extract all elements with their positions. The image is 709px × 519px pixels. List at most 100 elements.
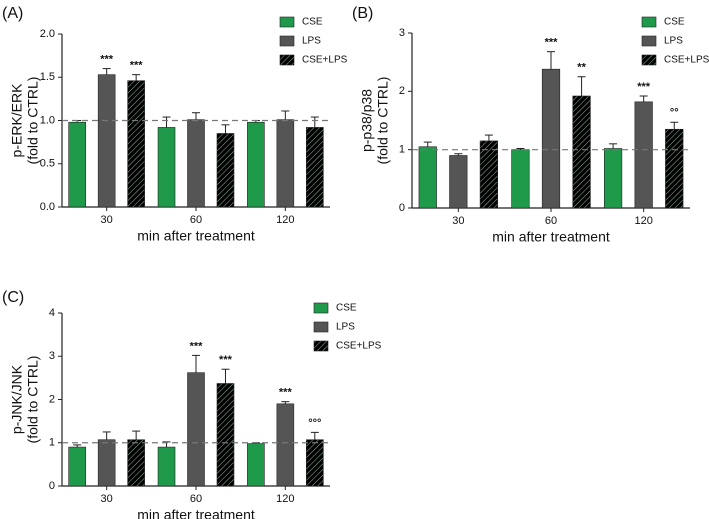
legend-swatch — [313, 302, 329, 314]
legend-swatch — [279, 35, 295, 47]
significance-label: *** — [100, 54, 114, 66]
legend-swatch — [641, 35, 657, 47]
bar — [665, 128, 684, 209]
legend-swatch — [313, 340, 329, 352]
panel-label: (C) — [2, 289, 24, 306]
error-bar — [162, 116, 171, 128]
bar — [247, 443, 265, 487]
x-tick-label: 30 — [452, 215, 464, 227]
error-bar — [310, 116, 319, 128]
legend-swatch — [279, 54, 295, 66]
y-axis-label: (fold to CTRL) — [25, 77, 41, 165]
bar — [276, 119, 295, 208]
x-tick-label: 120 — [276, 214, 294, 226]
legend-label: CSE+LPS — [664, 55, 709, 66]
error-bar — [221, 368, 230, 384]
error-bar — [670, 121, 679, 130]
bar — [306, 439, 324, 487]
legend-label: CSE — [302, 17, 323, 28]
x-axis-label: min after treatment — [137, 507, 255, 519]
x-tick-label: 30 — [101, 493, 113, 505]
error-bar — [454, 153, 463, 156]
legend-label: LPS — [664, 36, 683, 47]
bar — [187, 119, 205, 208]
significance-label: °° — [670, 107, 679, 119]
y-tick-label: 1.5 — [40, 71, 55, 83]
panel-label: (A) — [2, 5, 23, 22]
legend-label: CSE — [664, 17, 685, 28]
y-tick-label: 1 — [399, 144, 405, 156]
legend-label: CSE — [336, 303, 357, 314]
bar — [157, 446, 176, 487]
y-tick-label: 4 — [49, 307, 55, 319]
x-axis-label: min after treatment — [137, 228, 255, 244]
x-tick-label: 60 — [190, 214, 202, 226]
y-axis-label: p-p38/p38 — [359, 89, 375, 152]
error-bar — [192, 112, 200, 120]
y-tick-label: 1 — [49, 437, 55, 449]
error-bar — [423, 141, 432, 147]
error-bar — [281, 401, 290, 404]
error-bar — [281, 110, 290, 120]
error-bar — [132, 430, 141, 440]
error-bar — [73, 444, 82, 448]
bar — [511, 149, 530, 209]
bar — [572, 95, 591, 209]
legend-swatch — [313, 321, 329, 333]
error-bar — [310, 431, 319, 440]
legend-label: LPS — [302, 36, 321, 47]
legend-label: CSE+LPS — [336, 341, 382, 352]
bar — [97, 439, 116, 487]
significance-label: *** — [637, 81, 651, 93]
significance-label: *** — [279, 387, 293, 399]
error-bar — [102, 68, 111, 75]
panel-label: (B) — [352, 5, 373, 22]
legend-swatch — [641, 54, 657, 66]
x-tick-label: 60 — [190, 493, 202, 505]
error-bar — [102, 431, 111, 440]
error-bar — [516, 148, 525, 150]
error-bar — [132, 74, 141, 81]
x-tick-label: 120 — [276, 493, 294, 505]
y-tick-label: 2.0 — [40, 28, 55, 40]
y-tick-label: 2 — [399, 85, 405, 97]
y-tick-label: 0 — [49, 480, 55, 492]
y-tick-label: 3 — [399, 27, 405, 39]
bar — [418, 146, 437, 209]
bar — [68, 121, 86, 208]
bar — [68, 446, 86, 487]
significance-label: °°° — [308, 417, 321, 429]
bar — [247, 121, 265, 208]
y-axis-label: (fold to CTRL) — [375, 77, 391, 165]
legend-swatch — [641, 16, 657, 28]
error-bar — [484, 134, 493, 141]
bar — [97, 74, 116, 208]
y-tick-label: 1.0 — [40, 114, 55, 126]
bar — [127, 439, 145, 487]
error-bar — [547, 51, 555, 70]
error-bar — [221, 124, 230, 134]
significance-label: *** — [545, 37, 559, 49]
x-axis-label: min after treatment — [492, 229, 610, 245]
bar — [479, 140, 499, 209]
y-tick-label: 2 — [49, 393, 55, 405]
error-bar — [577, 76, 586, 96]
x-tick-label: 30 — [101, 214, 113, 226]
significance-label: *** — [190, 340, 204, 352]
bar — [276, 403, 295, 487]
bar — [157, 127, 176, 208]
y-axis-label: (fold to CTRL) — [25, 356, 41, 444]
error-bar — [192, 354, 200, 373]
bar — [541, 68, 561, 209]
legend-label: CSE+LPS — [302, 55, 348, 66]
bar — [216, 133, 235, 208]
bar — [306, 127, 324, 208]
legend-swatch — [279, 16, 295, 28]
y-axis-label: p-JNK/JNK — [9, 364, 25, 434]
y-tick-label: 0.5 — [40, 158, 55, 170]
significance-label: *** — [219, 354, 233, 366]
y-tick-label: 3 — [49, 350, 55, 362]
x-tick-label: 60 — [545, 215, 557, 227]
y-tick-label: 0.0 — [40, 201, 55, 213]
